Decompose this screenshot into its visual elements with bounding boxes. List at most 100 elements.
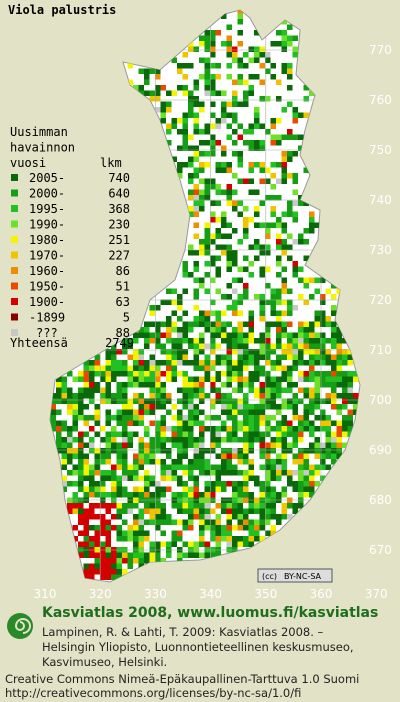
record-square [221, 310, 227, 316]
record-square [226, 250, 232, 256]
record-square [281, 41, 287, 47]
record-square [138, 360, 144, 366]
legend-swatch [11, 282, 18, 290]
record-square [182, 118, 188, 124]
record-square [133, 525, 139, 531]
record-square [56, 376, 62, 382]
record-square [133, 514, 139, 520]
record-square [138, 409, 144, 415]
record-square [215, 189, 221, 195]
record-square [50, 409, 56, 415]
record-square [149, 552, 155, 558]
record-square [210, 63, 216, 69]
record-square [133, 338, 139, 344]
record-square [298, 398, 304, 404]
record-square [259, 519, 265, 525]
record-square [309, 228, 315, 234]
record-square [199, 283, 205, 289]
record-square [325, 382, 331, 388]
record-square [182, 354, 188, 360]
record-square [314, 277, 320, 283]
record-square [287, 398, 293, 404]
record-square [67, 409, 73, 415]
record-square [155, 448, 161, 454]
record-square [237, 349, 243, 355]
record-square [188, 134, 194, 140]
record-square [171, 338, 177, 344]
record-square [309, 327, 315, 333]
record-square [166, 453, 172, 459]
record-square [281, 349, 287, 355]
record-square [177, 343, 183, 349]
record-square [193, 415, 199, 421]
record-square [265, 327, 271, 333]
x-label: 360 [310, 587, 333, 601]
record-square [298, 277, 304, 283]
record-square [188, 459, 194, 465]
record-square [188, 464, 194, 470]
record-square [133, 530, 139, 536]
record-square [204, 178, 210, 184]
record-square [237, 387, 243, 393]
record-square [144, 519, 150, 525]
record-square [215, 437, 221, 443]
record-square [287, 426, 293, 432]
record-square [226, 167, 232, 173]
record-square [287, 310, 293, 316]
record-square [243, 404, 249, 410]
record-square [243, 52, 249, 58]
record-square [160, 387, 166, 393]
record-square [122, 470, 128, 476]
record-square [116, 398, 122, 404]
record-square [166, 354, 172, 360]
record-square [303, 481, 309, 487]
record-square [138, 448, 144, 454]
record-square [221, 118, 227, 124]
record-square [204, 261, 210, 267]
record-square [265, 404, 271, 410]
record-square [287, 211, 293, 217]
record-square [210, 332, 216, 338]
record-square [243, 536, 249, 542]
record-square [232, 228, 238, 234]
record-square [61, 426, 67, 432]
record-square [226, 338, 232, 344]
record-square [105, 382, 111, 388]
record-square [292, 409, 298, 415]
record-square [292, 52, 298, 58]
record-square [281, 288, 287, 294]
citation-line: Lampinen, R. & Lahti, T. 2009: Kasviatla… [42, 625, 324, 639]
record-square [254, 365, 260, 371]
record-square [303, 228, 309, 234]
record-square [232, 536, 238, 542]
record-square [276, 134, 282, 140]
record-square [199, 343, 205, 349]
record-square [353, 371, 359, 377]
record-square [78, 387, 84, 393]
record-square [287, 200, 293, 206]
record-square [83, 508, 89, 514]
license-badge: (cc) BY-NC-SA [257, 568, 333, 583]
record-square [320, 459, 326, 465]
record-square [188, 250, 194, 256]
record-square [94, 360, 100, 366]
record-square [138, 437, 144, 443]
record-square [298, 420, 304, 426]
record-square [199, 360, 205, 366]
record-square [248, 57, 254, 63]
record-square [215, 371, 221, 377]
record-square [100, 558, 106, 564]
record-square [144, 327, 150, 333]
record-square [122, 453, 128, 459]
record-square [122, 426, 128, 432]
record-square [226, 321, 232, 327]
record-square [270, 123, 276, 129]
record-square [270, 508, 276, 514]
record-square [177, 327, 183, 333]
record-square [89, 365, 95, 371]
record-square [89, 393, 95, 399]
record-square [188, 360, 194, 366]
record-square [309, 398, 315, 404]
record-square [100, 541, 106, 547]
record-square [100, 492, 106, 498]
